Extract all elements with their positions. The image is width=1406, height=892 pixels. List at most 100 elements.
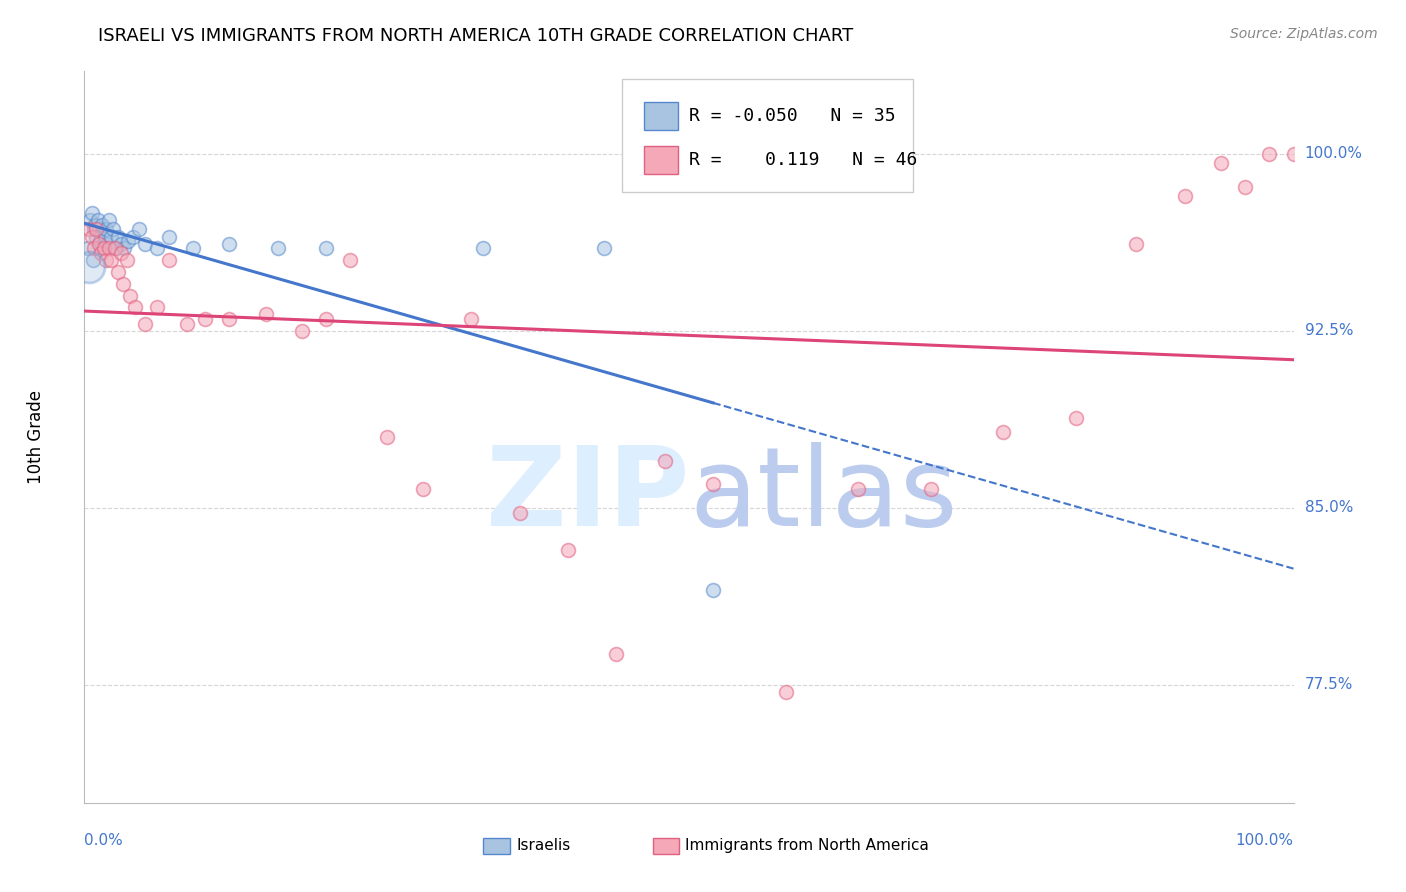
Point <box>1125 236 1147 251</box>
Point <box>86 213 108 227</box>
Point <box>194 312 217 326</box>
Point <box>120 288 142 302</box>
Point <box>1258 147 1281 161</box>
Point <box>89 234 111 248</box>
Point <box>84 218 107 232</box>
Text: 10th Grade: 10th Grade <box>27 390 45 484</box>
Text: atlas: atlas <box>689 442 957 549</box>
Point <box>291 324 314 338</box>
Point <box>128 222 150 236</box>
Point <box>557 543 579 558</box>
Point <box>460 312 482 326</box>
Bar <box>644 146 678 174</box>
Point <box>87 236 110 251</box>
Point <box>846 482 869 496</box>
Point <box>775 685 797 699</box>
Point <box>134 317 156 331</box>
Point <box>315 312 337 326</box>
Text: ISRAELI VS IMMIGRANTS FROM NORTH AMERICA 10TH GRADE CORRELATION CHART: ISRAELI VS IMMIGRANTS FROM NORTH AMERICA… <box>98 27 853 45</box>
Point <box>93 241 115 255</box>
Point <box>124 301 146 315</box>
Point <box>115 253 138 268</box>
Point <box>80 206 103 220</box>
Point <box>1064 411 1087 425</box>
Point <box>654 453 676 467</box>
Point <box>94 222 117 236</box>
Point <box>112 277 135 291</box>
Point <box>107 265 129 279</box>
Point <box>121 229 143 244</box>
Text: R =    0.119   N = 46: R = 0.119 N = 46 <box>689 151 917 169</box>
Point <box>82 253 104 268</box>
Point <box>920 482 942 496</box>
Point <box>86 229 108 244</box>
Point <box>993 425 1015 440</box>
Bar <box>644 102 678 130</box>
Point <box>100 253 122 268</box>
Point <box>93 241 115 255</box>
Point <box>157 253 180 268</box>
Point <box>87 222 110 236</box>
Point <box>1174 189 1197 203</box>
Point <box>509 506 531 520</box>
Point <box>100 229 122 244</box>
Text: R = -0.050   N = 35: R = -0.050 N = 35 <box>689 107 896 125</box>
Point <box>110 236 132 251</box>
Point <box>112 241 135 255</box>
Point <box>1282 147 1305 161</box>
Point <box>103 222 125 236</box>
Point <box>181 241 204 255</box>
Point <box>593 241 616 255</box>
Point <box>94 229 117 244</box>
Text: 100.0%: 100.0% <box>1305 146 1362 161</box>
Point <box>110 246 132 260</box>
Point <box>605 647 627 661</box>
Point <box>267 241 290 255</box>
Point <box>86 222 108 236</box>
Text: Source: ZipAtlas.com: Source: ZipAtlas.com <box>1230 27 1378 41</box>
Point <box>97 241 120 255</box>
Point <box>1209 156 1232 170</box>
Text: Immigrants from North America: Immigrants from North America <box>685 838 929 854</box>
Point <box>339 253 361 268</box>
Text: 100.0%: 100.0% <box>1236 833 1294 848</box>
Point <box>157 229 180 244</box>
Bar <box>652 838 679 854</box>
Point <box>91 218 114 232</box>
Point <box>104 241 127 255</box>
Point <box>97 213 120 227</box>
Point <box>90 246 112 260</box>
Text: 85.0%: 85.0% <box>1305 500 1353 516</box>
Point <box>176 317 198 331</box>
Text: 0.0%: 0.0% <box>84 833 124 848</box>
Point <box>702 477 724 491</box>
Point <box>77 222 100 236</box>
Point <box>702 583 724 598</box>
Point <box>117 234 139 248</box>
Point <box>77 260 100 275</box>
Text: 77.5%: 77.5% <box>1305 677 1353 692</box>
Point <box>315 241 337 255</box>
Point <box>96 236 118 251</box>
Point <box>134 236 156 251</box>
Point <box>1234 180 1257 194</box>
Point <box>83 222 105 236</box>
Point <box>104 241 127 255</box>
Text: Israelis: Israelis <box>516 838 571 854</box>
Bar <box>484 838 510 854</box>
Point <box>412 482 434 496</box>
Point <box>218 312 240 326</box>
Point <box>107 229 129 244</box>
Point <box>79 213 101 227</box>
Point <box>472 241 495 255</box>
Point <box>83 241 105 255</box>
Point <box>146 241 169 255</box>
Point <box>218 236 240 251</box>
Point <box>254 307 277 321</box>
Text: ZIP: ZIP <box>485 442 689 549</box>
Point <box>80 229 103 244</box>
Text: 92.5%: 92.5% <box>1305 324 1353 338</box>
FancyBboxPatch shape <box>623 78 912 192</box>
Point <box>146 301 169 315</box>
Point <box>94 253 117 268</box>
